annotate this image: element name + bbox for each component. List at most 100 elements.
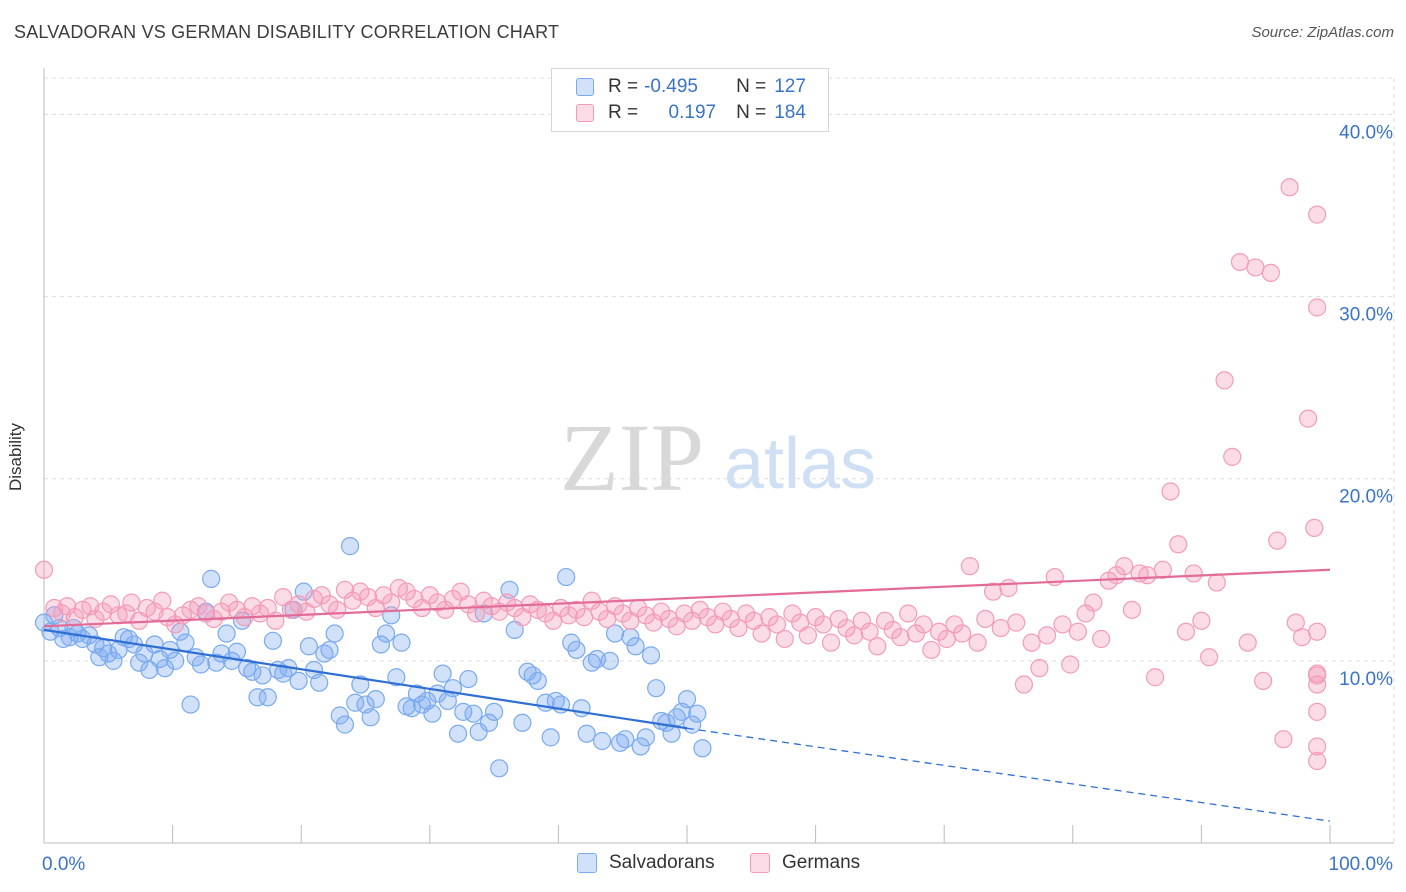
stats-legend: R = -0.495 N = 127 R = 0.197 N = 184	[551, 68, 829, 132]
y-tick-label: 20.0%	[1339, 487, 1393, 508]
data-point-germans	[1153, 560, 1172, 579]
y-tick-label: 40.0%	[1339, 122, 1393, 143]
data-point-salvadorans	[104, 651, 123, 670]
data-point-germans	[968, 633, 987, 652]
data-point-germans	[420, 586, 439, 605]
data-point-salvadorans	[310, 673, 329, 692]
data-point-germans	[837, 618, 856, 638]
data-point-germans	[397, 582, 416, 601]
data-point-germans	[1261, 263, 1280, 282]
data-point-salvadorans	[299, 637, 319, 656]
data-point-germans	[868, 637, 887, 656]
grid-layer	[44, 77, 1395, 843]
legend-label-salvadorans: Salvadorans	[609, 852, 715, 873]
series-legend: Salvadorans Germans	[0, 852, 1406, 876]
data-point-salvadorans	[557, 567, 576, 587]
legend-item-germans[interactable]: Germans	[750, 852, 860, 874]
data-point-salvadorans	[253, 666, 272, 685]
data-point-salvadorans	[181, 695, 200, 714]
data-point-salvadorans	[621, 628, 640, 647]
data-point-germans	[713, 602, 733, 621]
data-point-germans	[1037, 626, 1057, 645]
x-tick-label: 100.0%	[1329, 854, 1394, 875]
data-point-germans	[806, 608, 825, 627]
data-point-salvadorans	[248, 688, 267, 707]
data-point-salvadorans	[433, 664, 452, 683]
data-point-salvadorans	[166, 651, 185, 670]
data-point-germans	[829, 609, 848, 629]
legend-n-label: N =	[736, 102, 767, 123]
data-point-salvadorans	[289, 671, 308, 690]
data-point-salvadorans	[258, 688, 277, 707]
data-point-germans	[567, 600, 586, 619]
legend-label-germans: Germans	[782, 852, 861, 873]
data-point-salvadorans	[631, 737, 650, 756]
legend-r-value: 0.197	[663, 102, 717, 123]
data-point-germans	[899, 604, 918, 623]
tick-labels: 10.0% 20.0% 30.0% 40.0% 0.0% 100.0%	[42, 122, 1393, 875]
data-point-germans	[94, 602, 113, 621]
data-point-salvadorans	[407, 684, 427, 703]
data-point-salvadorans	[600, 651, 619, 670]
data-point-germans	[220, 593, 239, 612]
data-point-germans	[374, 586, 393, 605]
data-point-germans	[1299, 409, 1318, 428]
data-point-salvadorans	[130, 653, 149, 672]
data-point-salvadorans	[636, 728, 655, 747]
data-point-germans	[675, 604, 694, 623]
data-point-germans	[983, 582, 1003, 601]
data-point-germans	[729, 618, 748, 638]
legend-swatch-germans	[750, 853, 770, 873]
data-point-germans	[775, 629, 794, 649]
y-tick-label: 10.0%	[1339, 669, 1393, 690]
watermark: ZIP atlas	[560, 404, 876, 511]
data-point-salvadorans	[541, 728, 560, 747]
watermark-atlas: atlas	[724, 424, 876, 504]
data-point-germans	[1305, 518, 1324, 537]
data-point-germans	[690, 600, 709, 619]
watermark-zip: ZIP	[560, 404, 704, 511]
data-point-salvadorans	[351, 675, 370, 694]
data-point-salvadorans	[217, 624, 236, 643]
data-point-salvadorans	[459, 669, 478, 689]
data-point-germans	[1215, 371, 1234, 390]
data-point-germans	[652, 602, 671, 621]
data-point-salvadorans	[243, 662, 262, 681]
legend-r-value: -0.495	[644, 76, 698, 97]
data-point-germans	[1091, 629, 1111, 649]
legend-item-salvadorans[interactable]: Salvadorans	[577, 852, 715, 874]
data-point-salvadorans	[474, 604, 493, 623]
data-point-germans	[798, 626, 817, 645]
data-point-germans	[1053, 615, 1072, 634]
data-point-germans	[906, 624, 926, 643]
legend-swatch-salvadorans	[576, 78, 594, 96]
data-point-salvadorans	[335, 715, 355, 734]
data-point-germans	[929, 622, 949, 641]
data-point-salvadorans	[330, 706, 349, 725]
data-point-salvadorans	[155, 659, 174, 678]
data-point-germans	[1308, 737, 1327, 756]
data-point-germans	[1084, 593, 1103, 612]
trendline-salvadorans	[43, 628, 688, 730]
data-point-germans	[1068, 622, 1088, 641]
data-point-salvadorans	[191, 655, 210, 674]
data-point-salvadorans	[469, 722, 488, 741]
data-point-salvadorans	[340, 537, 360, 556]
y-tick-label: 30.0%	[1339, 305, 1393, 326]
data-point-salvadorans	[464, 704, 483, 723]
data-point-germans	[1308, 205, 1327, 224]
data-point-salvadorans	[325, 624, 344, 643]
data-point-germans	[122, 593, 141, 612]
data-point-germans	[1254, 671, 1273, 690]
data-point-germans	[914, 615, 933, 634]
chart-title: SALVADORAN VS GERMAN DISABILITY CORRELAT…	[14, 22, 560, 42]
legend-r-label: R =	[608, 76, 639, 97]
data-point-germans	[34, 560, 54, 579]
legend-n-label: N =	[736, 76, 767, 97]
data-point-germans	[783, 604, 802, 623]
data-point-germans	[312, 586, 331, 605]
data-point-salvadorans	[485, 702, 504, 721]
data-point-germans	[821, 633, 841, 652]
data-point-germans	[343, 591, 362, 610]
data-point-germans	[189, 597, 208, 616]
